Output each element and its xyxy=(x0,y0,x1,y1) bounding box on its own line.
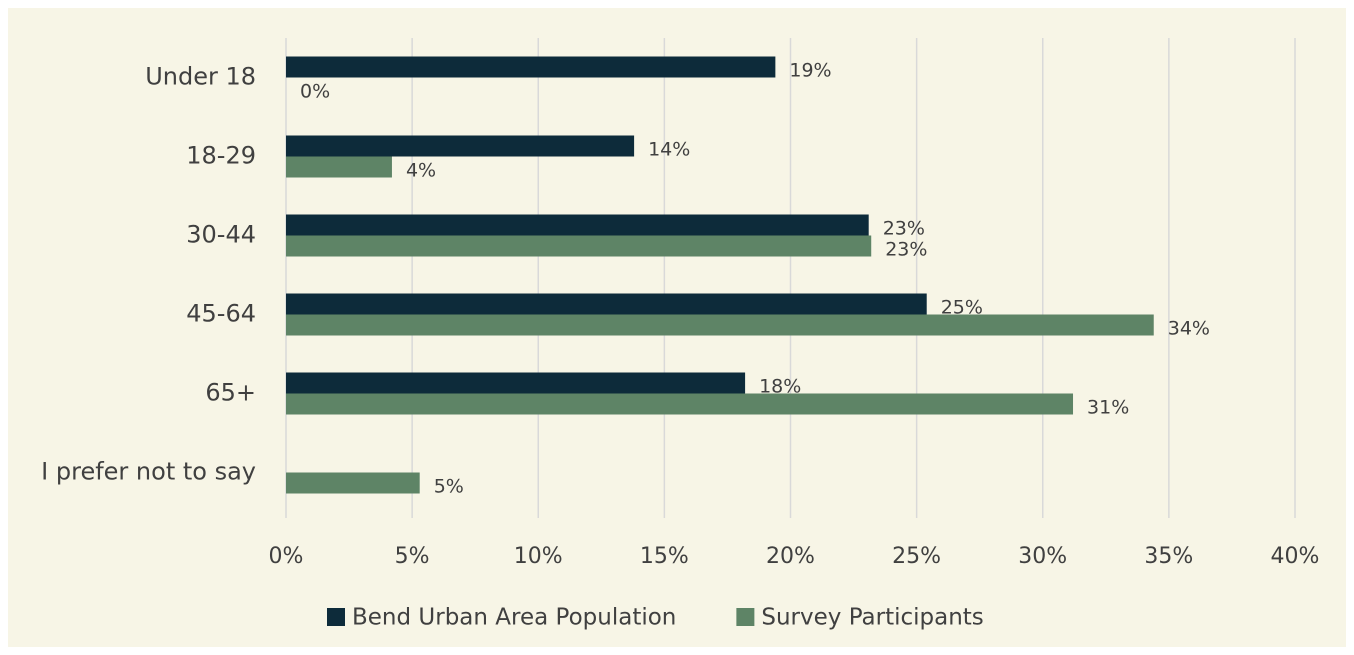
bar xyxy=(286,293,927,315)
x-tick-label: 5% xyxy=(395,544,430,569)
x-tick-label: 35% xyxy=(1144,544,1193,569)
bar xyxy=(286,235,872,257)
data-label: 18% xyxy=(759,376,801,398)
data-label: 25% xyxy=(941,297,983,319)
legend-swatch xyxy=(736,608,755,626)
y-tick-label: 45-64 xyxy=(186,300,256,328)
data-label: 23% xyxy=(885,239,927,261)
legend-label: Survey Participants xyxy=(761,605,983,631)
legend-swatch xyxy=(327,608,345,626)
bar xyxy=(286,472,420,494)
y-tick-label: Under 18 xyxy=(145,63,256,91)
x-tick-label: 0% xyxy=(269,544,304,569)
y-tick-label: 30-44 xyxy=(186,221,256,249)
x-tick-label: 10% xyxy=(514,544,563,569)
bar xyxy=(286,156,392,178)
data-label: 0% xyxy=(300,81,330,103)
data-label: 23% xyxy=(883,218,925,240)
legend-label: Bend Urban Area Population xyxy=(352,605,676,631)
y-tick-label: 18-29 xyxy=(186,142,256,170)
bar xyxy=(286,135,635,157)
bar xyxy=(286,393,1074,415)
x-tick-label: 25% xyxy=(892,544,941,569)
data-label: 31% xyxy=(1087,397,1129,419)
data-label: 4% xyxy=(406,160,436,182)
x-tick-label: 15% xyxy=(640,544,689,569)
x-tick-label: 40% xyxy=(1271,544,1320,569)
x-tick-label: 20% xyxy=(766,544,815,569)
bar xyxy=(286,372,746,394)
x-tick-label: 30% xyxy=(1018,544,1067,569)
data-label: 34% xyxy=(1168,318,1210,340)
y-tick-label: 65+ xyxy=(205,379,256,407)
data-label: 14% xyxy=(648,139,690,161)
data-label: 5% xyxy=(434,476,464,498)
y-tick-label: I prefer not to say xyxy=(41,458,256,486)
bar xyxy=(286,214,869,236)
bar xyxy=(286,314,1154,336)
data-label: 19% xyxy=(789,60,831,82)
bar xyxy=(286,56,776,78)
